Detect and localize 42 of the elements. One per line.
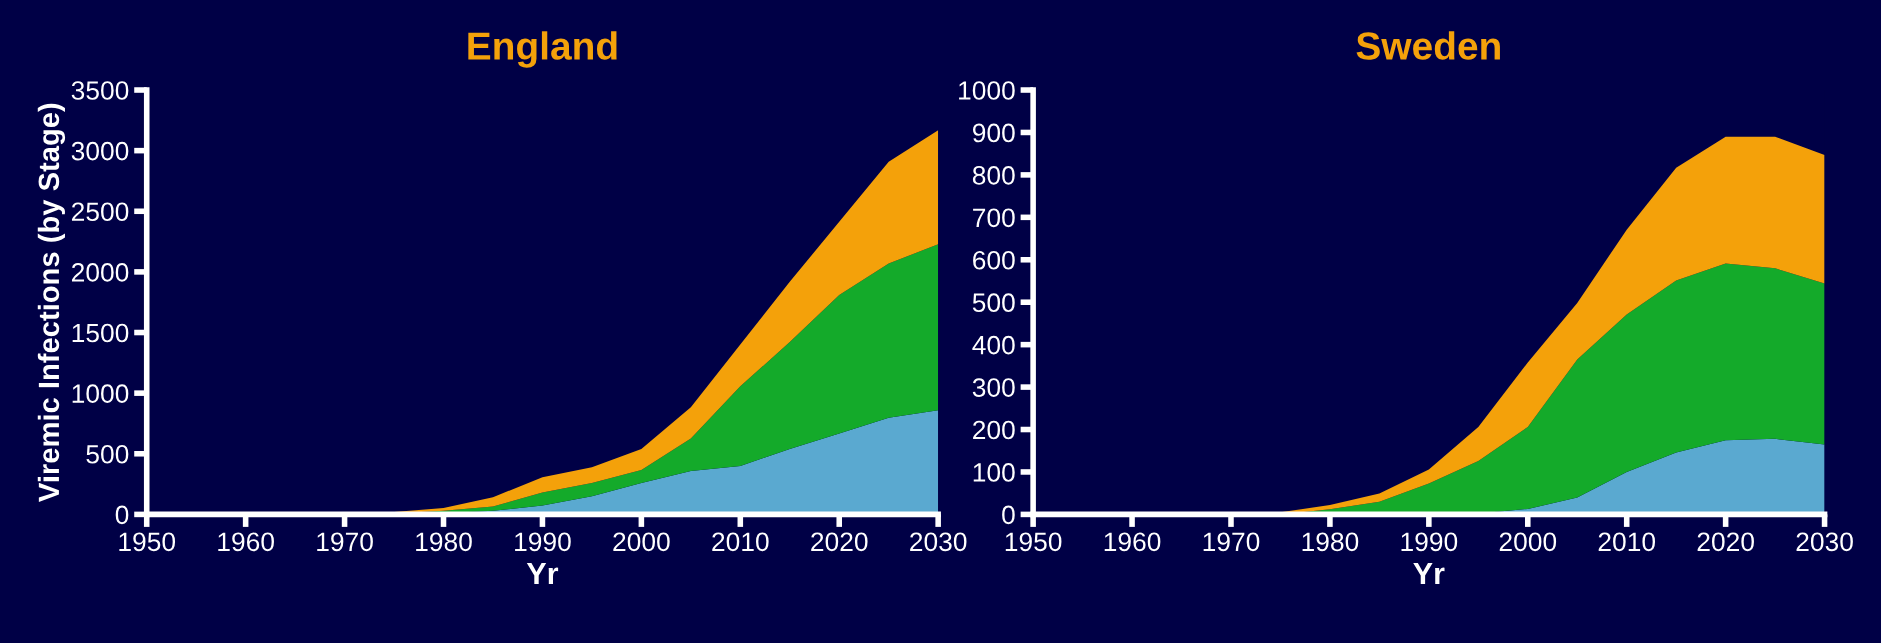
y-tick-label: 3500 (71, 81, 129, 100)
x-tick-label: 1950 (1005, 532, 1062, 552)
y-tick-label: 2500 (71, 202, 129, 222)
x-tick-label: 1990 (1401, 532, 1458, 552)
x-tick-label: 2030 (910, 532, 967, 552)
x-tick-label: 2010 (712, 532, 769, 552)
x-axis-title: Yr (1413, 563, 1445, 585)
y-tick-label: 500 (972, 293, 1015, 313)
y-tick-label: 400 (972, 335, 1015, 355)
x-tick-label: 2020 (811, 532, 868, 552)
y-tick-label: 2000 (71, 263, 129, 282)
y-tick-label: 0 (1002, 505, 1015, 525)
y-tick-label: 200 (973, 420, 1015, 440)
x-tick-label: 1950 (119, 532, 176, 552)
y-tick-label: 800 (972, 166, 1015, 185)
y-tick-label: 1000 (72, 384, 129, 403)
x-tick-label: 2010 (1598, 532, 1656, 552)
y-tick-label: 3000 (71, 141, 129, 161)
chart-title: Sweden (1356, 31, 1500, 60)
x-tick-label: 1960 (1104, 532, 1161, 552)
y-tick-label: 500 (86, 444, 129, 464)
x-tick-label: 1970 (1203, 532, 1260, 552)
x-tick-label: 1960 (218, 532, 274, 552)
x-tick-label: 2000 (1499, 532, 1557, 552)
y-tick-label: 1000 (959, 81, 1015, 100)
chart-title: England (468, 31, 617, 68)
y-tick-label: 100 (973, 463, 1015, 482)
x-tick-label: 2030 (1796, 532, 1853, 552)
y-tick-label: 300 (972, 378, 1015, 397)
x-tick-label: 2020 (1697, 532, 1754, 552)
y-axis-title: Viremic Infections (by Stage) (37, 103, 66, 502)
y-tick-label: 1500 (72, 323, 129, 343)
x-tick-label: 1980 (1302, 532, 1359, 552)
x-tick-label: 1990 (515, 532, 571, 552)
y-tick-label: 700 (973, 208, 1015, 228)
x-tick-label: 2000 (613, 532, 670, 552)
x-axis-title: Yr (526, 563, 559, 585)
y-tick-label: 0 (115, 505, 129, 525)
x-tick-label: 1970 (317, 532, 373, 552)
y-tick-label: 600 (973, 250, 1015, 270)
y-tick-label: 900 (972, 123, 1015, 143)
x-tick-label: 1980 (416, 532, 472, 552)
